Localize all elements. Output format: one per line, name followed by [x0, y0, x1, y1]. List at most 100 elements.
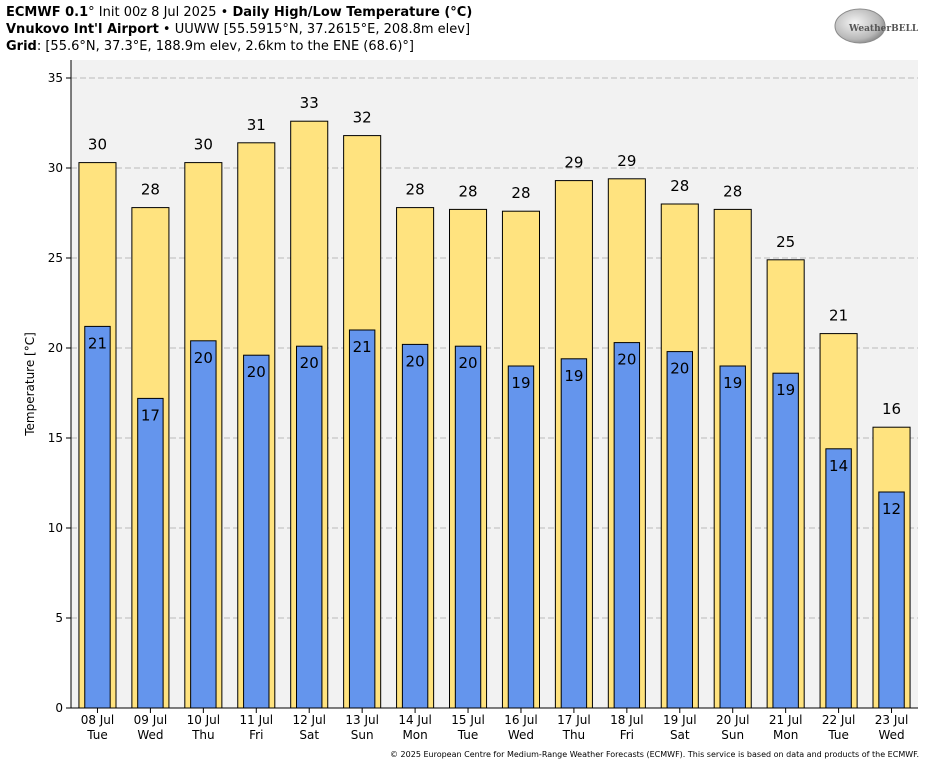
x-tick-date: 15 Jul [451, 713, 485, 727]
low-temp-label: 20 [247, 363, 266, 381]
x-tick-date: 10 Jul [187, 713, 221, 727]
low-temp-bar [296, 345, 323, 709]
y-tick-label: 30 [48, 161, 63, 175]
x-tick-day: Sat [299, 728, 319, 742]
low-temp-label: 19 [564, 367, 583, 385]
low-temp-bar [243, 354, 270, 709]
high-temp-label: 33 [300, 94, 319, 112]
low-temp-bar [613, 342, 641, 709]
chart-header: ECMWF 0.1° Init 00z 8 Jul 2025 • Daily H… [6, 4, 472, 55]
high-temp-label: 28 [141, 181, 160, 199]
low-temp-bar [825, 448, 852, 709]
high-temp-label: 32 [353, 109, 372, 127]
low-temp-label: 12 [882, 500, 901, 518]
header-line-station: Vnukovo Int'l Airport • UUWW [55.5915°N,… [6, 21, 472, 38]
separator: • [158, 22, 175, 37]
x-tick-day: Sun [721, 728, 744, 742]
y-axis-label: Temperature [°C] [23, 332, 37, 437]
x-tick-day: Sat [670, 728, 690, 742]
x-tick-date: 16 Jul [504, 713, 538, 727]
low-temp-label: 20 [458, 354, 477, 372]
y-tick-label: 0 [55, 701, 63, 715]
low-temp-bar [772, 372, 799, 709]
x-tick-date: 13 Jul [345, 713, 379, 727]
low-temp-bar [401, 343, 429, 709]
x-tick-day: Tue [457, 728, 479, 742]
high-temp-label: 28 [458, 182, 477, 200]
low-temp-label: 20 [300, 354, 319, 372]
low-temp-label: 17 [141, 406, 160, 424]
high-temp-label: 16 [882, 400, 901, 418]
x-tick-day: Thu [562, 728, 586, 742]
high-temp-label: 30 [88, 136, 107, 154]
x-tick-date: 21 Jul [769, 713, 803, 727]
low-temp-bar [719, 365, 746, 709]
grid-label: Grid [6, 39, 37, 54]
y-tick-label: 10 [48, 521, 63, 535]
low-temp-bar [190, 340, 217, 709]
x-tick-date: 20 Jul [716, 713, 750, 727]
x-tick-day: Fri [620, 728, 634, 742]
low-temp-bar [666, 351, 693, 709]
y-axis: 0 5 10 15 20 25 30 35 [48, 71, 71, 715]
x-tick-day: Tue [86, 728, 108, 742]
y-tick-label: 5 [55, 611, 63, 625]
x-tick-day: Sun [351, 728, 374, 742]
x-tick-date: 09 Jul [134, 713, 168, 727]
high-temp-label: 25 [776, 233, 795, 251]
separator: • [216, 5, 233, 20]
high-temp-label: 28 [723, 182, 742, 200]
low-temp-bar [84, 325, 111, 709]
y-tick-label: 20 [48, 341, 63, 355]
x-tick-date: 18 Jul [610, 713, 644, 727]
x-tick-date: 12 Jul [292, 713, 326, 727]
station-name: Vnukovo Int'l Airport [6, 22, 159, 37]
x-tick-day: Tue [827, 728, 849, 742]
x-tick-day: Mon [773, 728, 798, 742]
x-tick-day: Wed [508, 728, 534, 742]
x-tick-day: Mon [402, 728, 427, 742]
high-temp-label: 21 [829, 307, 848, 325]
low-temp-label: 19 [776, 381, 795, 399]
y-tick-label: 15 [48, 431, 63, 445]
x-tick-date: 19 Jul [663, 713, 697, 727]
low-temp-bar [560, 358, 588, 709]
y-tick-label: 35 [48, 71, 63, 85]
low-temp-bar [878, 491, 905, 709]
high-temp-label: 28 [670, 177, 689, 195]
x-tick-date: 22 Jul [822, 713, 856, 727]
x-tick-day: Thu [191, 728, 215, 742]
x-tick-date: 14 Jul [398, 713, 432, 727]
low-temp-label: 20 [670, 360, 689, 378]
x-tick-day: Wed [878, 728, 904, 742]
high-temp-label: 29 [617, 152, 636, 170]
high-temp-label: 28 [406, 181, 425, 199]
x-tick-date: 23 Jul [875, 713, 909, 727]
high-temp-label: 30 [194, 136, 213, 154]
high-temp-label: 29 [564, 154, 583, 172]
product-title: Daily High/Low Temperature (°C) [232, 5, 473, 20]
low-temp-label: 21 [88, 334, 107, 352]
low-temp-bar [137, 397, 164, 709]
low-temp-label: 20 [617, 351, 636, 369]
init-time: ° Init 00z 8 Jul 2025 [88, 5, 217, 20]
x-tick-date: 08 Jul [81, 713, 115, 727]
header-line-grid: Grid: [55.6°N, 37.3°E, 188.9m elev, 2.6k… [6, 38, 472, 55]
high-temp-label: 31 [247, 116, 266, 134]
weatherbell-logo-icon: WeatherBELL [832, 6, 924, 46]
low-temp-label: 14 [829, 457, 848, 475]
low-temp-label: 20 [194, 349, 213, 367]
header-line-model: ECMWF 0.1° Init 00z 8 Jul 2025 • Daily H… [6, 4, 472, 21]
low-temp-bar [507, 365, 535, 709]
copyright-footer: © 2025 European Centre for Medium-Range … [390, 750, 919, 759]
station-detail: UUWW [55.5915°N, 37.2615°E, 208.8m elev] [174, 22, 471, 37]
low-temp-bar [454, 345, 482, 709]
low-temp-label: 21 [353, 338, 372, 356]
low-temp-label: 19 [723, 374, 742, 392]
x-tick-day: Fri [249, 728, 263, 742]
bars: 30 21 28 17 30 20 31 20 33 20 32 21 28 20 28 20 28 19 29 19… [78, 94, 911, 709]
x-tick-date: 17 Jul [557, 713, 591, 727]
logo-text: WeatherBELL [848, 24, 919, 34]
